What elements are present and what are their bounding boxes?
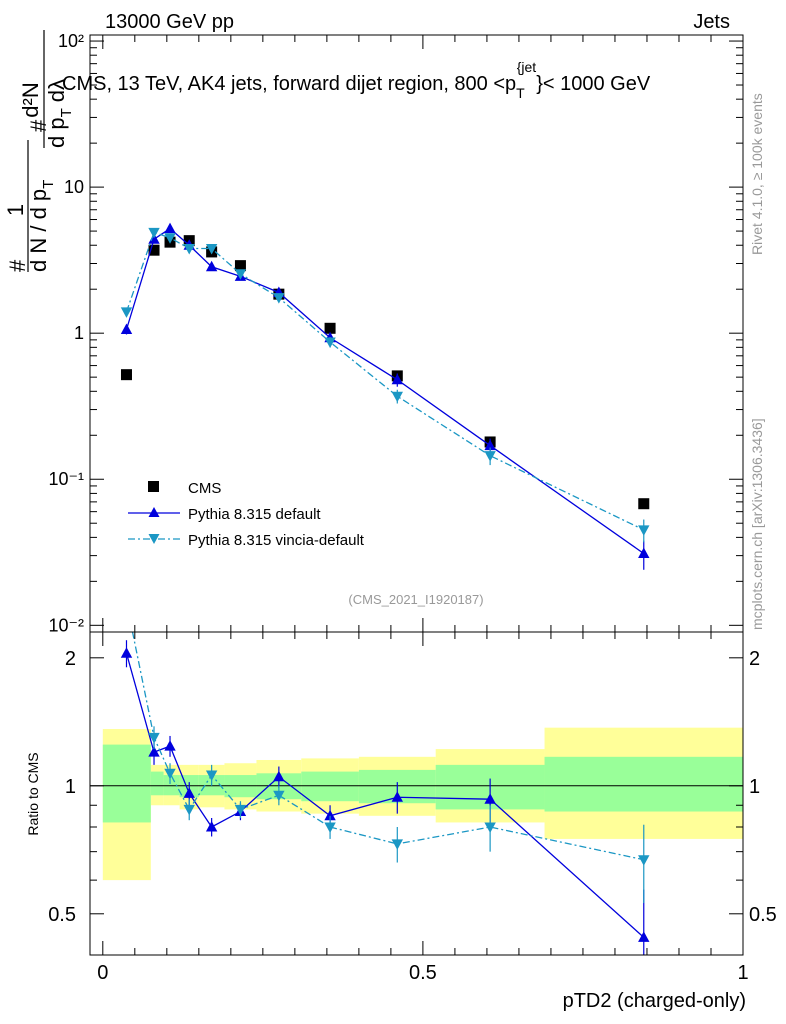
- main-ylabel: # 1 d N / d pT # d²N d pTdλ: [3, 30, 75, 272]
- ratio-point-vincia: [121, 598, 132, 609]
- y-tick-label: 10⁻¹: [48, 469, 84, 489]
- series-line-1: [125, 227, 645, 555]
- data-point-cms: [638, 498, 650, 510]
- ratio-point-vincia: [273, 790, 285, 802]
- ratio-point-default: [638, 931, 650, 942]
- data-point-vincia: [148, 227, 160, 239]
- analysis-watermark: (CMS_2021_I1920187): [348, 592, 483, 607]
- ratio-point-vincia: [183, 804, 195, 816]
- main-series-layer: [120, 222, 650, 570]
- legend: CMS Pythia 8.315 default Pythia 8.315 vi…: [128, 480, 365, 549]
- ylabel-hash: #: [5, 259, 30, 272]
- x-axis-label: pTD2 (charged-only): [563, 990, 746, 1012]
- ratio-y-tick-label: 2: [65, 648, 76, 670]
- ratio-point-vincia: [164, 768, 176, 780]
- ratio-point-default: [164, 740, 176, 751]
- ratio-y-tick-label-right: 0.5: [749, 904, 777, 926]
- data-point-vincia: [484, 451, 496, 462]
- ratio-axis-ticks: [90, 632, 744, 955]
- x-tick-label: 1: [737, 962, 748, 984]
- ratio-point-default: [324, 809, 336, 821]
- data-point-default: [205, 260, 218, 272]
- ratio-series-layer: [120, 598, 650, 955]
- ylabel-sep: #: [26, 119, 51, 132]
- ratio-point-default: [148, 746, 160, 757]
- legend-label-cms: CMS: [188, 480, 221, 497]
- data-point-cms: [148, 244, 160, 256]
- uncertainty-band-inner: [150, 771, 164, 796]
- data-point-vincia: [324, 337, 336, 349]
- ratio-point-default: [120, 647, 133, 658]
- header-right: Jets: [693, 11, 730, 33]
- ratio-point-vincia: [234, 804, 247, 816]
- y-tick-label: 1: [74, 323, 84, 343]
- ratio-y-tick-label: 0.5: [48, 904, 76, 926]
- data-point-default: [391, 373, 403, 385]
- data-point-vincia: [120, 307, 133, 318]
- x-tick-label: 0.5: [409, 962, 437, 984]
- y-tick-label: 10²: [58, 31, 84, 51]
- chart-title: CMS, 13 TeV, AK4 jets, forward dijet reg…: [62, 59, 651, 101]
- y-tick-label: 10⁻²: [48, 615, 84, 635]
- uncertainty-band-inner: [102, 744, 151, 823]
- data-point-vincia: [391, 391, 403, 403]
- uncertainty-band-inner: [163, 775, 180, 796]
- ratio-y-tick-label-right: 2: [749, 648, 760, 670]
- data-point-vincia: [183, 243, 195, 255]
- ylabel-d2-num: d²N: [18, 82, 43, 117]
- ratio-point-vincia: [148, 732, 160, 744]
- data-point-vincia: [205, 243, 218, 255]
- ratio-series-group: [120, 598, 650, 955]
- legend-marker-vincia: [148, 534, 160, 544]
- uncertainty-band-inner: [301, 771, 359, 802]
- data-point-vincia: [273, 293, 285, 304]
- data-point-default: [638, 547, 650, 559]
- uncertainty-band-inner: [544, 756, 743, 812]
- ratio-point-default: [205, 821, 218, 832]
- ratio-y-tick-label-right: 1: [749, 776, 760, 798]
- ylabel-d2-den: d pTdλ: [44, 79, 75, 148]
- rivet-version-label: Rivet 4.1.0, ≥ 100k events: [749, 93, 765, 255]
- data-point-default: [148, 233, 160, 244]
- legend-label-vincia: Pythia 8.315 vincia-default: [188, 532, 365, 549]
- main-axis-tick-labels: 10⁻² 10⁻¹ 1 10 10²: [48, 31, 84, 635]
- legend-label-default: Pythia 8.315 default: [188, 506, 321, 523]
- main-axis-ticks: [90, 35, 744, 632]
- ylabel-frac-num: 1: [3, 204, 28, 216]
- ratio-y-tick-label: 1: [65, 776, 76, 798]
- data-point-vincia: [164, 233, 176, 244]
- data-point-cms: [234, 260, 246, 272]
- data-point-default: [120, 323, 133, 334]
- header-left: 13000 GeV pp: [105, 11, 234, 33]
- legend-marker-default: [148, 507, 160, 517]
- ratio-point-default: [391, 791, 403, 802]
- data-point-cms: [324, 322, 336, 334]
- ratio-point-default: [273, 770, 285, 782]
- ratio-axis-tick-labels: 0.5 0.5 1 1 2 2 0 0.5 1: [48, 648, 777, 984]
- ratio-ylabel: Ratio to CMS: [25, 752, 41, 835]
- data-point-vincia: [234, 269, 247, 280]
- ratio-point-vincia: [324, 822, 336, 834]
- x-tick-label: 0: [97, 962, 108, 984]
- ylabel-frac-den: d N / d pT: [26, 180, 57, 272]
- data-point-default: [164, 222, 176, 234]
- ratio-point-default: [484, 793, 496, 804]
- y-tick-label: 10: [64, 177, 84, 197]
- ratio-point-vincia: [205, 770, 218, 782]
- ratio-point-vincia: [638, 855, 650, 866]
- data-point-default: [484, 439, 496, 451]
- legend-marker-cms: [148, 481, 159, 492]
- ratio-frame: [89, 631, 744, 956]
- ratio-point-vincia: [484, 822, 496, 834]
- ratio-point-vincia: [391, 839, 403, 850]
- data-point-cms: [120, 369, 132, 381]
- mcplots-label: mcplots.cern.ch [arXiv:1306.3436]: [749, 418, 765, 630]
- ratio-point-default: [183, 787, 195, 798]
- data-point-vincia: [638, 525, 650, 536]
